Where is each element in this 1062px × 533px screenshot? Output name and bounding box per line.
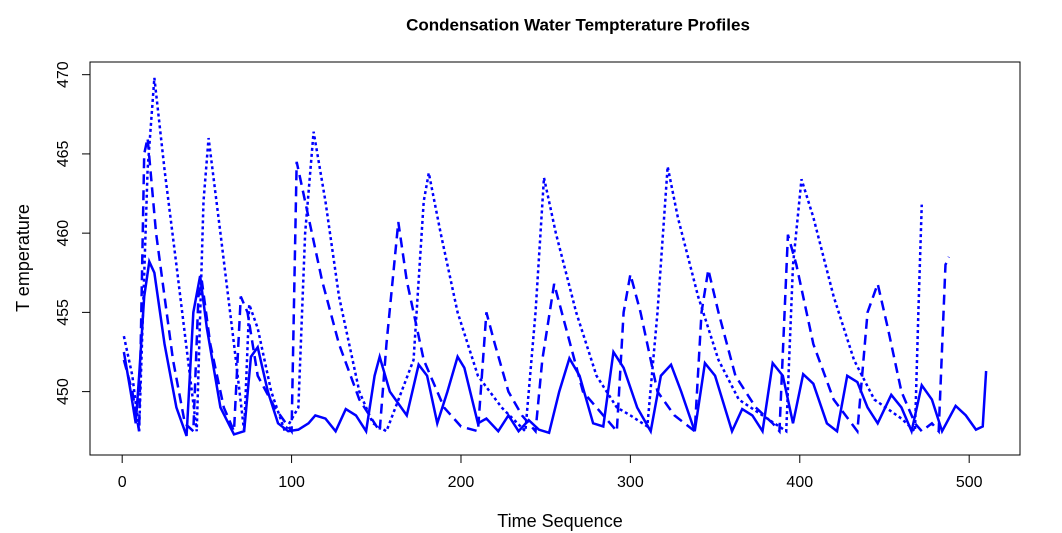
chart-title: Condensation Water Tempterature Profiles — [406, 15, 750, 34]
series-line — [122, 77, 923, 435]
x-tick-label: 100 — [278, 474, 305, 491]
y-tick-label: 470 — [55, 61, 72, 88]
x-axis-label: Time Sequence — [497, 511, 622, 531]
plot-frame — [89, 61, 1021, 456]
y-axis-label: T emperature — [13, 204, 33, 312]
x-tick-label: 0 — [118, 474, 127, 491]
x-tick-label: 200 — [448, 474, 475, 491]
y-tick-label: 455 — [55, 299, 72, 326]
series-line — [122, 137, 951, 436]
y-tick-label: 450 — [55, 378, 72, 405]
x-tick-label: 300 — [617, 474, 644, 491]
x-tick-label: 500 — [956, 474, 983, 491]
y-tick-label: 465 — [55, 140, 72, 167]
series-line — [122, 257, 988, 437]
x-tick-label: 400 — [786, 474, 813, 491]
y-tick-label: 460 — [55, 220, 72, 247]
